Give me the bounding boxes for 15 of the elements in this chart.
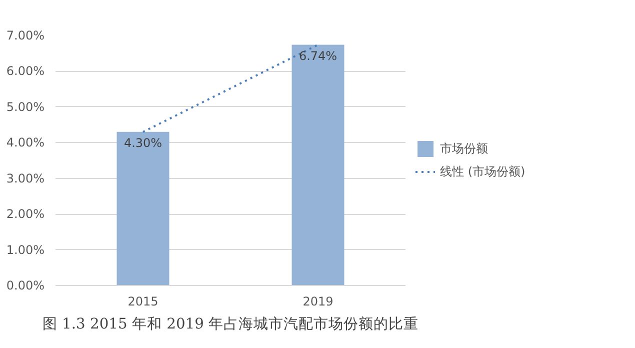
x-tick-label: 2019 [302, 294, 334, 308]
legend-label: 市场份额 [440, 140, 488, 157]
x-tick-label: 2015 [128, 294, 158, 308]
y-tick-label: 2.00% [6, 207, 45, 222]
y-tick-label: 4.00% [6, 136, 45, 150]
y-tick-label: 7.00% [6, 28, 45, 42]
data-label: 6.74% [298, 48, 338, 63]
legend-label: 线性 (市场份额) [440, 163, 526, 180]
y-tick-label: 0.00% [6, 278, 45, 292]
y-tick-label: 1.00% [6, 242, 45, 257]
y-tick-label: 6.00% [6, 64, 45, 78]
data-label: 4.30% [124, 136, 162, 150]
caption: 图 1.3 2015 年和 2019 年占海城市汽配市场份额的比重 [42, 316, 419, 332]
y-tick-label: 5.00% [6, 100, 45, 114]
y-tick-label: 3.00% [6, 171, 45, 186]
